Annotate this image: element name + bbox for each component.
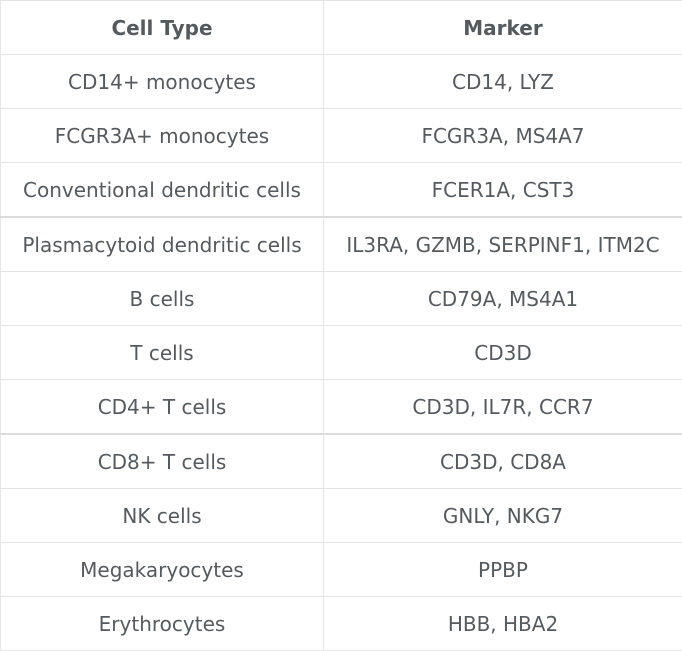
- table-row: NK cells GNLY, NKG7: [1, 489, 682, 543]
- marker: GNLY, NKG7: [324, 489, 682, 543]
- table-row: B cells CD79A, MS4A1: [1, 272, 682, 326]
- marker: CD3D, IL7R, CCR7: [324, 380, 682, 435]
- table-row: FCGR3A+ monocytes FCGR3A, MS4A7: [1, 109, 682, 163]
- cell-type: Plasmacytoid dendritic cells: [1, 217, 324, 272]
- table-row: Megakaryocytes PPBP: [1, 543, 682, 597]
- cell-type: CD8+ T cells: [1, 434, 324, 489]
- cell-type: T cells: [1, 326, 324, 380]
- cell-type: FCGR3A+ monocytes: [1, 109, 324, 163]
- marker: IL3RA, GZMB, SERPINF1, ITM2C: [324, 217, 682, 272]
- table-row: CD8+ T cells CD3D, CD8A: [1, 434, 682, 489]
- table-row: Conventional dendritic cells FCER1A, CST…: [1, 163, 682, 218]
- marker: CD3D, CD8A: [324, 434, 682, 489]
- cell-type: B cells: [1, 272, 324, 326]
- cell-type: CD4+ T cells: [1, 380, 324, 435]
- cell-type: NK cells: [1, 489, 324, 543]
- table-row: CD4+ T cells CD3D, IL7R, CCR7: [1, 380, 682, 435]
- cell-type: Megakaryocytes: [1, 543, 324, 597]
- table-row: Plasmacytoid dendritic cells IL3RA, GZMB…: [1, 217, 682, 272]
- cell-type: Conventional dendritic cells: [1, 163, 324, 218]
- table-header-row: Cell Type Marker: [1, 1, 682, 55]
- marker: FCER1A, CST3: [324, 163, 682, 218]
- table-row: T cells CD3D: [1, 326, 682, 380]
- header-cell-type: Cell Type: [1, 1, 324, 55]
- marker: PPBP: [324, 543, 682, 597]
- marker: FCGR3A, MS4A7: [324, 109, 682, 163]
- cell-type: CD14+ monocytes: [1, 55, 324, 109]
- table-row: Erythrocytes HBB, HBA2: [1, 597, 682, 651]
- table-row: CD14+ monocytes CD14, LYZ: [1, 55, 682, 109]
- header-marker: Marker: [324, 1, 682, 55]
- marker: CD14, LYZ: [324, 55, 682, 109]
- cell-type: Erythrocytes: [1, 597, 324, 651]
- marker: CD79A, MS4A1: [324, 272, 682, 326]
- marker: CD3D: [324, 326, 682, 380]
- marker: HBB, HBA2: [324, 597, 682, 651]
